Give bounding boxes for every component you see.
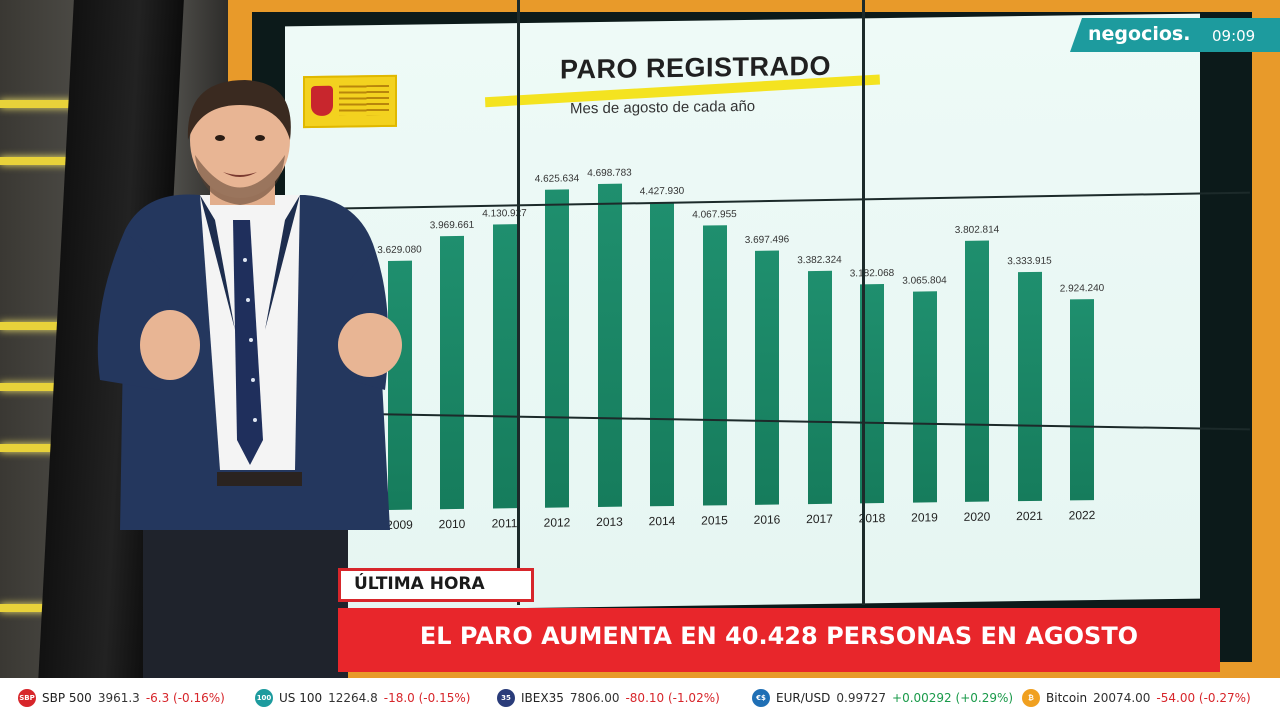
- studio-light-strip: [0, 100, 95, 108]
- year-label-2017: 2017: [806, 511, 833, 527]
- ticker-change: -54.00 (-0.27%): [1156, 691, 1251, 705]
- data-label-2018: 3.182.068: [849, 268, 895, 280]
- year-label-2010: 2010: [438, 516, 466, 532]
- ticker-name: SBP 500: [42, 691, 92, 705]
- year-label-2022: 2022: [1068, 508, 1096, 523]
- screen-seam: [517, 0, 520, 605]
- slide-title: PARO REGISTRADO: [560, 50, 832, 85]
- chart-slide: PARO REGISTRADO Mes de agosto de cada añ…: [285, 13, 1200, 612]
- bar-2021: [1017, 271, 1042, 502]
- breaking-news-tag: [338, 568, 534, 602]
- year-label-2014: 2014: [648, 513, 676, 529]
- bar-2016: [755, 250, 779, 505]
- year-label-2020: 2020: [963, 509, 991, 524]
- data-label-2012: 4.625.634: [534, 173, 580, 185]
- clock: 09:09: [1212, 27, 1256, 45]
- breaking-news-label: ÚLTIMA HORA: [354, 574, 485, 594]
- data-label-2016: 3.697.496: [744, 234, 790, 246]
- bar-2010: [440, 235, 464, 510]
- ticker-change: -18.0 (-0.15%): [383, 691, 471, 705]
- data-label-2021: 3.333.915: [1007, 255, 1052, 268]
- bar-2017: [807, 271, 832, 505]
- ticker-icon: ₿: [1022, 689, 1040, 707]
- screen-seam: [862, 0, 865, 605]
- ticker-item-0: SBP SBP 500 3961.3 -6.3 (-0.16%): [18, 688, 225, 708]
- headline-text: EL PARO AUMENTA EN 40.428 PERSONAS EN AG…: [419, 622, 1139, 650]
- year-label-2021: 2021: [1016, 508, 1043, 524]
- year-label-2016: 2016: [753, 512, 781, 527]
- year-label-2012: 2012: [543, 515, 571, 530]
- data-label-2022: 2.924.240: [1059, 282, 1105, 295]
- ticker-change: -80.10 (-1.02%): [625, 691, 720, 705]
- year-label-2015: 2015: [701, 513, 728, 528]
- year-label-2011: 2011: [491, 516, 518, 531]
- ticker-value: 3961.3: [97, 691, 140, 705]
- channel-logo: negocios.: [1088, 23, 1191, 45]
- studio-light-strip: [0, 444, 95, 452]
- ticker-name: US 100: [279, 691, 323, 705]
- ticker-value: 7806.00: [569, 691, 620, 705]
- slide-subtitle: Mes de agosto de cada año: [570, 97, 756, 118]
- ticker-item-1: 100 US 100 12264.8 -18.0 (-0.15%): [255, 688, 470, 708]
- year-label-2019: 2019: [911, 510, 938, 525]
- studio-light-strip: [0, 322, 95, 330]
- data-label-2020: 3.802.814: [954, 223, 1000, 236]
- channel-badge: [1070, 18, 1280, 52]
- data-label-2011: 4.130.927: [482, 207, 527, 220]
- headline-banner: [338, 608, 1220, 672]
- ticker-item-4: ₿ Bitcoin 20074.00 -54.00 (-0.27%): [1022, 688, 1251, 708]
- ticker-name: IBEX35: [521, 691, 564, 705]
- ticker-icon: €$: [752, 689, 770, 707]
- data-label-2015: 4.067.955: [692, 209, 737, 222]
- data-label-2019: 3.065.804: [902, 275, 947, 287]
- studio-light-strip: [0, 383, 95, 391]
- ticker-icon: 100: [255, 689, 273, 707]
- year-label-2013: 2013: [596, 514, 623, 530]
- bar-2022: [1070, 299, 1094, 501]
- bar-2011: [492, 224, 517, 509]
- market-ticker: [0, 678, 1280, 720]
- ticker-value: 0.99727: [836, 691, 887, 705]
- bar-2012: [545, 189, 569, 508]
- ticker-change: -6.3 (-0.16%): [145, 691, 225, 705]
- ticker-value: 12264.8: [328, 691, 378, 705]
- bar-2019: [912, 291, 937, 503]
- data-label-2013: 4.698.783: [587, 167, 632, 180]
- bar-2020: [965, 240, 989, 502]
- bar-2014: [650, 201, 674, 507]
- data-label-2010: 3.969.661: [429, 219, 475, 232]
- data-label-2014: 4.427.930: [639, 185, 685, 198]
- ticker-item-2: 35 IBEX35 7806.00 -80.10 (-1.02%): [497, 688, 720, 708]
- ticker-change: +0.00292 (+0.29%): [892, 691, 1014, 705]
- data-label-2017: 3.382.324: [797, 255, 842, 267]
- ticker-name: Bitcoin: [1046, 691, 1088, 705]
- ticker-item-3: €$ EUR/USD 0.99727 +0.00292 (+0.29%): [752, 688, 1013, 708]
- bar-2015: [702, 225, 727, 506]
- ticker-name: EUR/USD: [776, 691, 831, 705]
- studio-light-strip: [0, 157, 95, 165]
- ticker-value: 20074.00: [1093, 691, 1151, 705]
- ticker-icon: SBP: [18, 689, 36, 707]
- bar-2013: [597, 183, 622, 508]
- ticker-icon: 35: [497, 689, 515, 707]
